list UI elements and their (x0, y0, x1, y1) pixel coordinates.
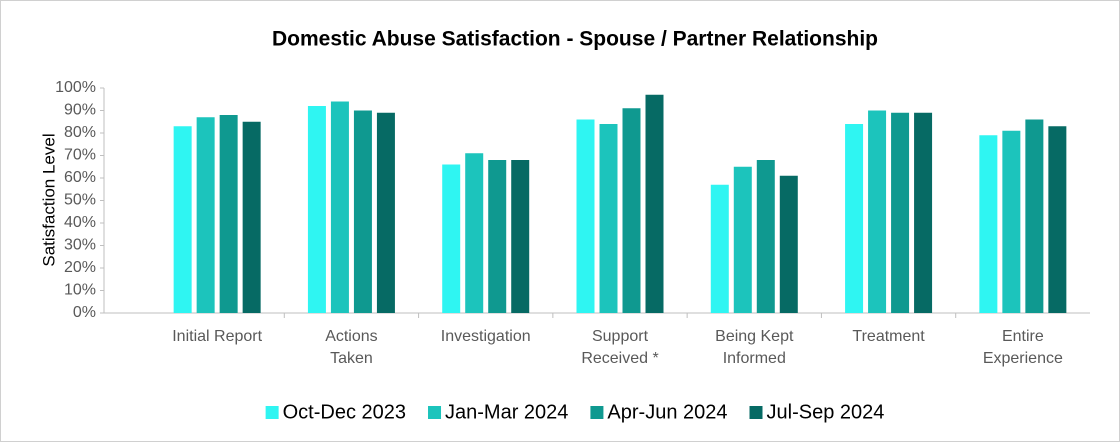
bar (330, 101, 349, 313)
bar (779, 175, 798, 313)
bar (376, 112, 395, 313)
bar (196, 117, 215, 313)
bar (242, 121, 261, 313)
bar (622, 108, 641, 313)
y-tick-label: 70% (64, 147, 96, 164)
bar (868, 110, 887, 313)
y-axis-title: Satisfaction Level (39, 133, 58, 266)
chart-title: Domestic Abuse Satisfaction - Spouse / P… (272, 28, 878, 51)
y-tick-label: 10% (64, 282, 96, 299)
bar (645, 94, 664, 313)
bar (465, 153, 484, 313)
x-tick-label: Support Received * (581, 328, 658, 367)
bar (756, 160, 775, 313)
x-tick-label: Actions Taken (325, 328, 377, 367)
x-tick-label: Entire Experience (983, 328, 1063, 367)
bar (488, 160, 507, 313)
y-tick-label: 100% (55, 79, 96, 96)
bar (353, 110, 372, 313)
bar (307, 106, 326, 313)
legend-label: Oct-Dec 2023 (283, 401, 406, 423)
y-tick-label: 0% (73, 304, 96, 321)
y-tick-label: 50% (64, 192, 96, 209)
bar (891, 112, 910, 313)
bar (979, 135, 998, 313)
bar (1002, 130, 1021, 313)
bar (173, 126, 192, 313)
legend-swatch (428, 406, 442, 419)
x-tick-label: Treatment (852, 328, 925, 345)
legend-swatch (590, 406, 604, 419)
legend-label: Jan-Mar 2024 (445, 401, 568, 423)
y-tick-label: 20% (64, 259, 96, 276)
legend-swatch (265, 406, 279, 419)
y-tick-label: 30% (64, 237, 96, 254)
legend-label: Jul-Sep 2024 (767, 401, 885, 423)
bar (1048, 126, 1067, 313)
y-tick-label: 80% (64, 124, 96, 141)
bar (733, 166, 752, 313)
bar (219, 115, 238, 313)
y-tick-label: 40% (64, 214, 96, 231)
legend-swatch (749, 406, 763, 419)
bar (599, 124, 618, 313)
bar (914, 112, 933, 313)
y-tick-label: 90% (64, 102, 96, 119)
bar (442, 164, 461, 313)
bar (576, 119, 595, 313)
legend-label: Apr-Jun 2024 (607, 401, 727, 423)
bar (845, 124, 864, 313)
x-tick-label: Being Kept Informed (715, 328, 794, 367)
bar (1025, 119, 1044, 313)
bar (710, 184, 729, 313)
x-tick-label: Investigation (441, 328, 531, 345)
bar (511, 160, 530, 313)
y-tick-label: 60% (64, 169, 96, 186)
x-tick-label: Initial Report (172, 328, 262, 345)
